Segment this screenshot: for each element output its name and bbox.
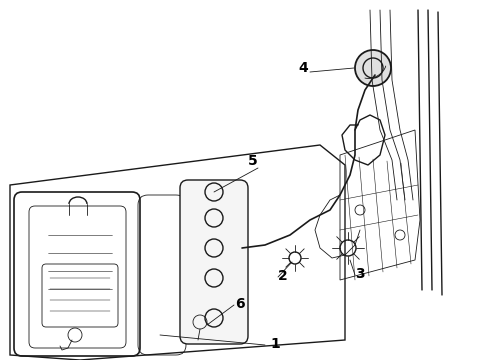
FancyBboxPatch shape <box>180 180 248 344</box>
Text: 5: 5 <box>248 154 258 168</box>
Text: 2: 2 <box>278 269 288 283</box>
Text: 6: 6 <box>235 297 245 311</box>
Text: 1: 1 <box>270 337 280 351</box>
Circle shape <box>355 50 391 86</box>
Text: 4: 4 <box>298 61 308 75</box>
Text: 3: 3 <box>355 267 365 281</box>
